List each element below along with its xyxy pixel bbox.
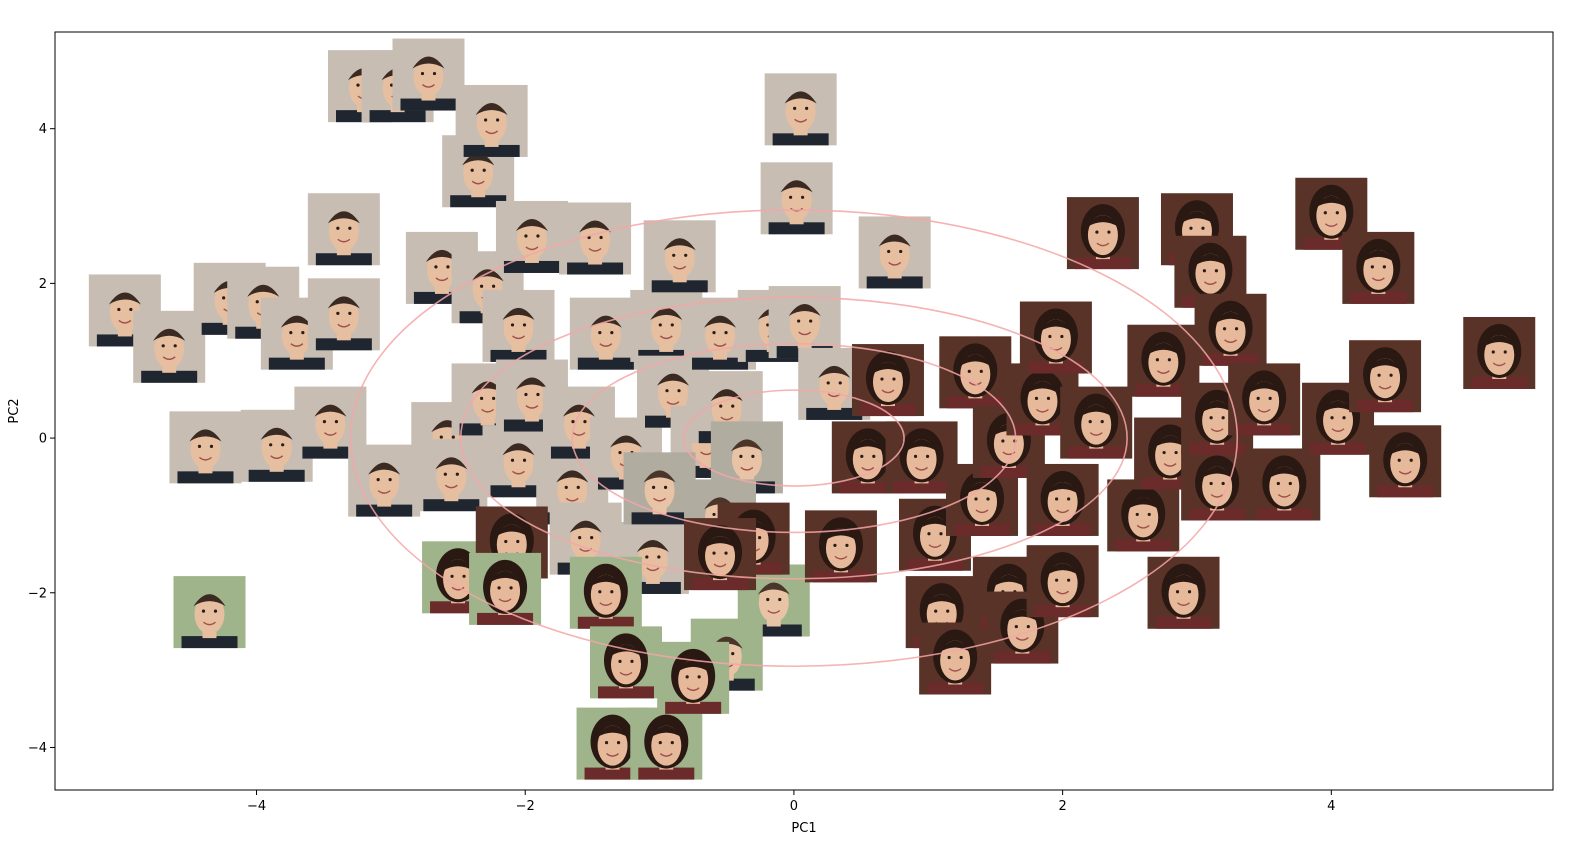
face-points-layer	[88, 38, 1536, 780]
y-axis-label: PC2	[7, 398, 22, 423]
face-point	[88, 274, 161, 347]
face-point	[1060, 386, 1133, 459]
face-point	[764, 73, 837, 146]
face-point	[1342, 231, 1415, 304]
face-point	[851, 344, 924, 417]
face-point	[885, 421, 958, 494]
face-point	[169, 411, 242, 484]
face-point	[1026, 463, 1099, 536]
face-point	[415, 439, 488, 512]
face-point	[1181, 448, 1254, 521]
x-tick-label: 0	[790, 799, 798, 814]
face-point	[576, 707, 649, 780]
face-point	[986, 591, 1059, 664]
confidence-ellipse	[459, 296, 1128, 580]
y-tick-label: 2	[39, 277, 47, 292]
y-axis-ticks: −4 −2 0 2 4	[28, 122, 55, 756]
confidence-ellipse	[571, 342, 1017, 534]
face-point	[1107, 479, 1180, 552]
face-point	[240, 409, 313, 482]
face-point	[469, 552, 542, 625]
face-point	[1181, 382, 1254, 455]
confidence-ellipses	[349, 209, 1239, 668]
y-tick-label: −2	[28, 586, 47, 601]
face-point	[307, 278, 380, 351]
y-tick-label: 4	[39, 122, 47, 137]
face-point	[1194, 293, 1267, 366]
face-point	[569, 556, 642, 629]
face-point	[1248, 448, 1321, 521]
face-point	[1066, 197, 1139, 270]
face-point	[1019, 301, 1092, 374]
face-point	[1369, 425, 1442, 498]
x-tick-label: −4	[247, 799, 266, 814]
face-point	[495, 200, 568, 273]
face-point	[684, 518, 757, 591]
face-point	[482, 289, 555, 362]
face-point	[643, 220, 716, 293]
face-point	[804, 510, 877, 583]
face-point	[559, 202, 632, 275]
face-point	[1228, 363, 1301, 436]
plot-frame	[54, 31, 1554, 791]
y-tick-label: 0	[39, 432, 47, 447]
face-point	[630, 707, 703, 780]
face-point	[392, 38, 465, 111]
face-point	[657, 641, 730, 714]
face-point	[455, 84, 528, 157]
face-point	[173, 576, 246, 649]
plot-area	[88, 38, 1536, 780]
face-point	[1302, 382, 1375, 455]
y-tick-label: −4	[28, 741, 47, 756]
face-point	[1127, 324, 1200, 397]
confidence-ellipse	[682, 389, 905, 487]
face-point	[589, 626, 662, 699]
face-point	[760, 162, 833, 235]
face-point	[348, 444, 421, 517]
x-axis-label: PC1	[791, 821, 816, 836]
face-point	[1349, 340, 1422, 413]
face-point	[939, 336, 1012, 409]
face-point	[133, 310, 206, 383]
face-point	[1147, 556, 1220, 629]
confidence-ellipse	[349, 209, 1239, 668]
face-point	[569, 297, 642, 370]
face-point	[1463, 316, 1536, 389]
x-tick-label: 2	[1058, 799, 1066, 814]
face-point	[1026, 545, 1099, 618]
face-point	[260, 297, 333, 370]
x-tick-label: 4	[1327, 799, 1335, 814]
x-tick-label: −2	[516, 799, 535, 814]
face-point	[858, 216, 931, 289]
face-point	[919, 622, 992, 695]
face-point	[307, 193, 380, 266]
x-axis-ticks: −4 −2 0 2 4	[247, 790, 1335, 814]
face-point	[1295, 177, 1368, 250]
